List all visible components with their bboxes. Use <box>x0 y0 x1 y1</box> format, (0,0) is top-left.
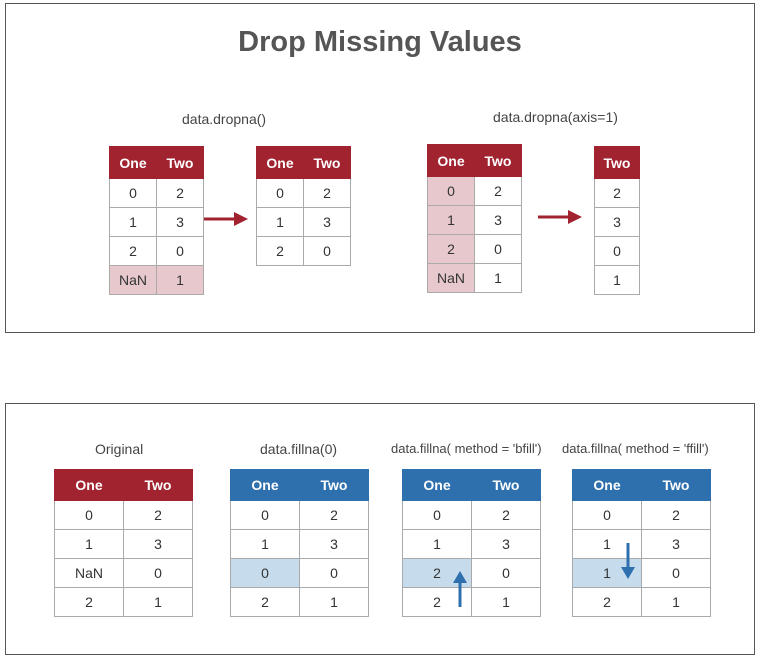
cell: 1 <box>299 587 369 617</box>
header-two: Two <box>474 144 522 177</box>
header-two: Two <box>123 469 193 501</box>
cell: 2 <box>156 178 204 208</box>
cell: 0 <box>230 500 300 530</box>
header-two: Two <box>471 469 541 501</box>
header-two: Two <box>594 146 640 179</box>
cell: 2 <box>299 500 369 530</box>
cell: 3 <box>594 207 640 237</box>
cell: 0 <box>299 558 369 588</box>
fillna-panel: Original data.fillna(0) data.fillna( met… <box>5 403 755 655</box>
header-two: Two <box>156 146 204 179</box>
header-one: One <box>109 146 157 179</box>
cell: 2 <box>303 178 351 208</box>
arrow-right-icon <box>204 212 248 226</box>
caption-original: Original <box>95 441 144 457</box>
cell: 1 <box>474 263 522 293</box>
cell: 2 <box>54 587 124 617</box>
cell: 1 <box>402 529 472 559</box>
cell: 2 <box>256 236 304 266</box>
cell: 1 <box>471 587 541 617</box>
cell-dropped: 1 <box>427 205 475 235</box>
header-two: Two <box>299 469 369 501</box>
cell: 1 <box>109 207 157 237</box>
dropna-panel: Drop Missing Values data.dropna() data.d… <box>5 3 755 333</box>
cell: 0 <box>123 558 193 588</box>
cell-nan: NaN <box>427 263 475 293</box>
arrow-up-icon <box>453 571 467 607</box>
header-one: One <box>230 469 300 501</box>
header-one: One <box>256 146 304 179</box>
cell-filled: 0 <box>230 558 300 588</box>
cell: 0 <box>303 236 351 266</box>
cell: 0 <box>54 500 124 530</box>
cell: 2 <box>594 178 640 208</box>
cell: 3 <box>156 207 204 237</box>
header-one: One <box>572 469 642 501</box>
cell: 2 <box>123 500 193 530</box>
cell: 1 <box>594 265 640 295</box>
cell: 2 <box>474 176 522 206</box>
cell: 2 <box>641 500 711 530</box>
caption-dropna: data.dropna() <box>182 111 267 127</box>
cell: 0 <box>572 500 642 530</box>
cell: 1 <box>256 207 304 237</box>
cell: 0 <box>109 178 157 208</box>
cell: 3 <box>299 529 369 559</box>
cell: 0 <box>156 236 204 266</box>
header-one: One <box>427 144 475 177</box>
cell: 2 <box>230 587 300 617</box>
cell-filled: 1 <box>572 558 642 588</box>
cell: 2 <box>109 236 157 266</box>
cell-nan: NaN <box>109 265 157 295</box>
cell: 0 <box>402 500 472 530</box>
header-one: One <box>54 469 124 501</box>
cell-dropped: 2 <box>427 234 475 264</box>
cell: 1 <box>123 587 193 617</box>
cell: 1 <box>54 529 124 559</box>
caption-fillna-bfill: data.fillna( method = 'bfill') <box>391 441 542 456</box>
cell: 3 <box>303 207 351 237</box>
cell-dropped: 0 <box>427 176 475 206</box>
cell: 0 <box>471 558 541 588</box>
caption-dropna-axis: data.dropna(axis=1) <box>493 109 618 125</box>
page-title: Drop Missing Values <box>238 26 522 58</box>
cell: 2 <box>471 500 541 530</box>
cell: 3 <box>474 205 522 235</box>
caption-fillna-ffill: data.fillna( method = 'ffill') <box>562 441 709 456</box>
arrow-right-icon <box>538 210 582 224</box>
cell: 0 <box>256 178 304 208</box>
header-two: Two <box>303 146 351 179</box>
cell: 0 <box>641 558 711 588</box>
cell-dropped: 1 <box>156 265 204 295</box>
table-dropna-axis-output: Two 2 3 0 1 <box>594 146 640 295</box>
cell-nan: NaN <box>54 558 124 588</box>
cell: 3 <box>123 529 193 559</box>
header-two: Two <box>641 469 711 501</box>
caption-fillna-zero: data.fillna(0) <box>260 441 338 457</box>
cell: 0 <box>474 234 522 264</box>
cell: 1 <box>230 529 300 559</box>
cell: 0 <box>594 236 640 266</box>
cell: 2 <box>572 587 642 617</box>
arrow-down-icon <box>621 543 635 579</box>
cell: 3 <box>471 529 541 559</box>
cell: 1 <box>641 587 711 617</box>
cell: 3 <box>641 529 711 559</box>
header-one: One <box>402 469 472 501</box>
